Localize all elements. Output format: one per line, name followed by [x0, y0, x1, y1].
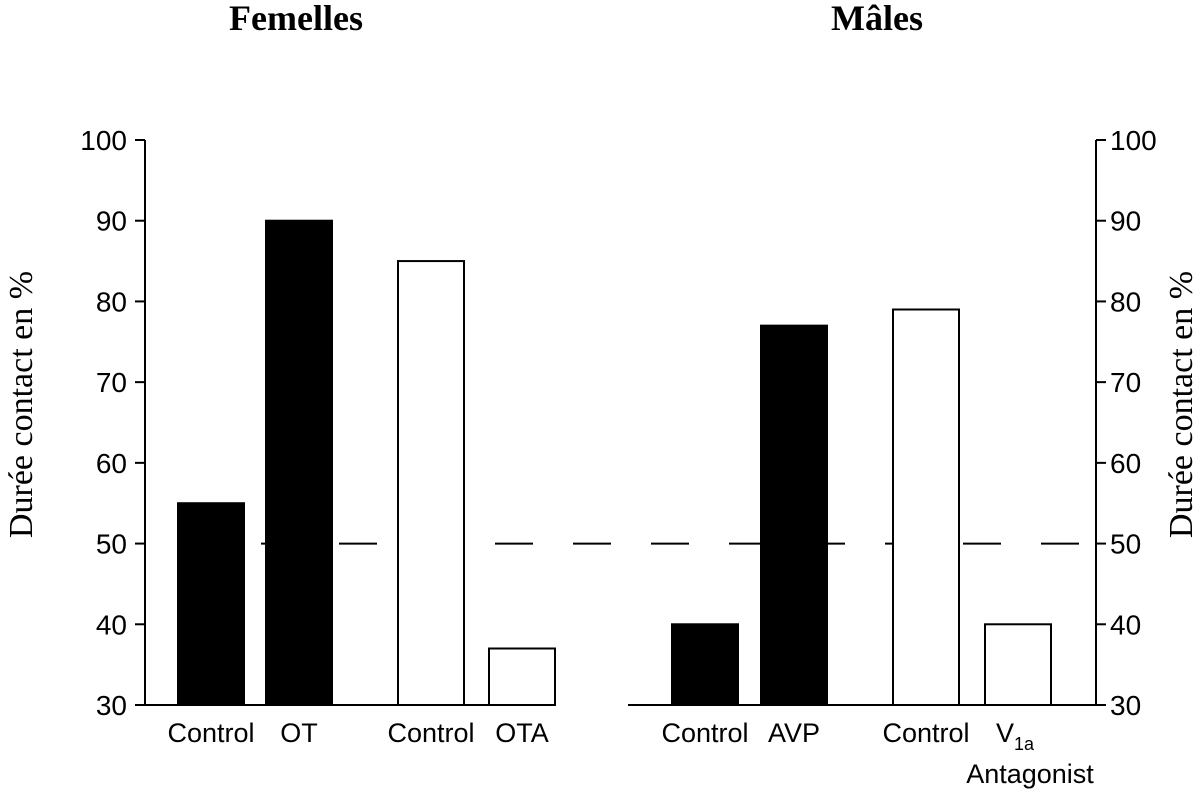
- y-tick-label-left: 40: [96, 609, 127, 640]
- y-tick-label-left: 30: [96, 690, 127, 721]
- panel-title: Femelles: [229, 0, 363, 38]
- category-label: Control: [882, 718, 969, 748]
- bar: [177, 502, 245, 707]
- bar: [984, 623, 1052, 706]
- y-tick-label-right: 50: [1110, 529, 1141, 560]
- y-axis-label-left: Durée contact en %: [3, 271, 40, 538]
- category-labels: Control OT Control OTA Control AVP Control V1a A…: [167, 718, 1094, 789]
- category-label: Control: [661, 718, 748, 748]
- y-tick-label-right: 40: [1110, 609, 1141, 640]
- y-tick-label-right: 70: [1110, 367, 1141, 398]
- y-tick-label-right: 80: [1110, 286, 1141, 317]
- y-axis-label-right: Durée contact en %: [1163, 271, 1200, 538]
- category-label: OTA: [495, 718, 549, 748]
- category-label: Control: [387, 718, 474, 748]
- y-tick-label-right: 90: [1110, 206, 1141, 237]
- y-tick-label-left: 70: [96, 367, 127, 398]
- category-label: V1a: [996, 718, 1035, 754]
- bar: [265, 219, 333, 706]
- y-tick-label-left: 90: [96, 206, 127, 237]
- bar: [397, 260, 465, 706]
- bar: [760, 324, 828, 706]
- y-tick-label-right: 100: [1110, 125, 1157, 156]
- y-tick-label-left: 100: [80, 125, 127, 156]
- panel-title: Mâles: [831, 0, 923, 38]
- axes: 30 30 40 40 50 50 60 60 70 70 80 80 90 90 100 100: [80, 125, 1156, 721]
- y-tick-label-left: 80: [96, 286, 127, 317]
- bar: [671, 623, 739, 706]
- bars: [177, 219, 1052, 707]
- y-tick-label-right: 30: [1110, 690, 1141, 721]
- category-label: AVP: [768, 718, 820, 748]
- bar: [892, 308, 960, 706]
- y-axis-labels: Durée contact en % Durée contact en %: [3, 271, 1200, 538]
- bar: [488, 647, 556, 706]
- category-label-subscript: 1a: [1014, 734, 1035, 754]
- category-label: Antagonist: [966, 759, 1094, 789]
- panel-titles: Femelles Mâles: [229, 0, 923, 38]
- y-tick-label-left: 50: [96, 529, 127, 560]
- y-tick-label-left: 60: [96, 448, 127, 479]
- y-tick-label-right: 60: [1110, 448, 1141, 479]
- category-label: OT: [280, 718, 318, 748]
- category-label: Control: [167, 718, 254, 748]
